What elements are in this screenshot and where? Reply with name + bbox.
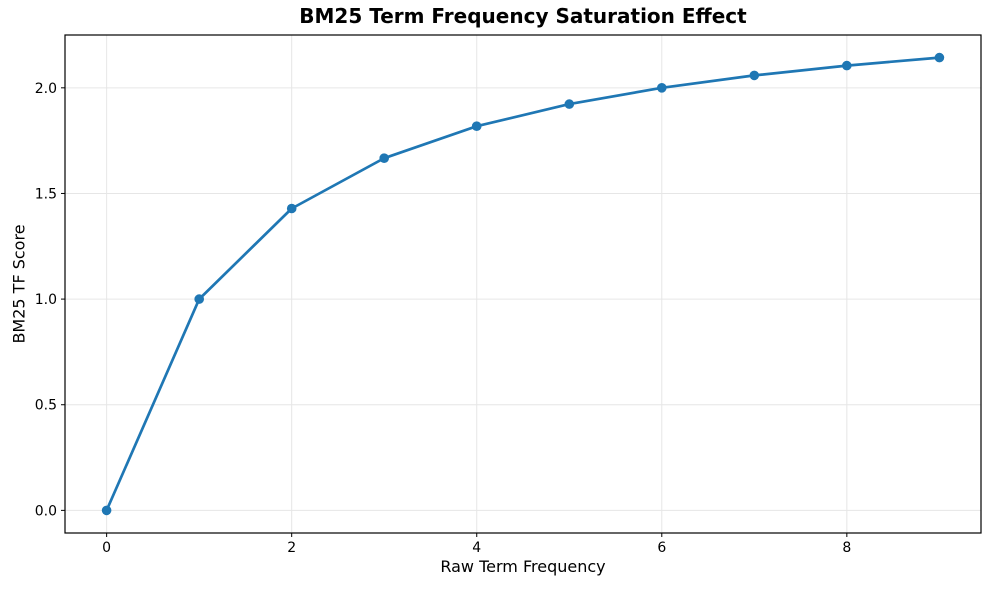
data-point bbox=[564, 99, 575, 109]
data-point bbox=[379, 153, 390, 163]
x-tick-label: 8 bbox=[842, 540, 851, 556]
x-tick-label: 2 bbox=[287, 540, 296, 556]
y-tick-label: 0.0 bbox=[35, 503, 57, 519]
x-tick-label: 0 bbox=[102, 540, 111, 556]
y-axis-label: BM25 TF Score bbox=[9, 224, 29, 344]
y-tick-label: 2.0 bbox=[35, 81, 57, 97]
data-point bbox=[471, 121, 482, 131]
y-tick-label: 0.5 bbox=[35, 398, 57, 414]
data-point bbox=[934, 52, 945, 63]
plot-area bbox=[65, 35, 981, 533]
data-point bbox=[101, 505, 112, 516]
data-point bbox=[749, 70, 760, 81]
data-point bbox=[194, 294, 204, 304]
x-tick-label: 6 bbox=[657, 540, 666, 556]
data-point bbox=[657, 83, 667, 93]
data-point bbox=[842, 60, 852, 71]
x-axis-label: Raw Term Frequency bbox=[440, 557, 606, 576]
data-point bbox=[286, 203, 297, 214]
y-tick-label: 1.0 bbox=[35, 292, 57, 308]
x-tick-label: 4 bbox=[472, 540, 481, 556]
y-tick-label: 1.5 bbox=[35, 186, 57, 202]
chart-title: BM25 Term Frequency Saturation Effect bbox=[299, 4, 747, 28]
data-line bbox=[105, 56, 941, 512]
axes-spines bbox=[64, 34, 982, 534]
